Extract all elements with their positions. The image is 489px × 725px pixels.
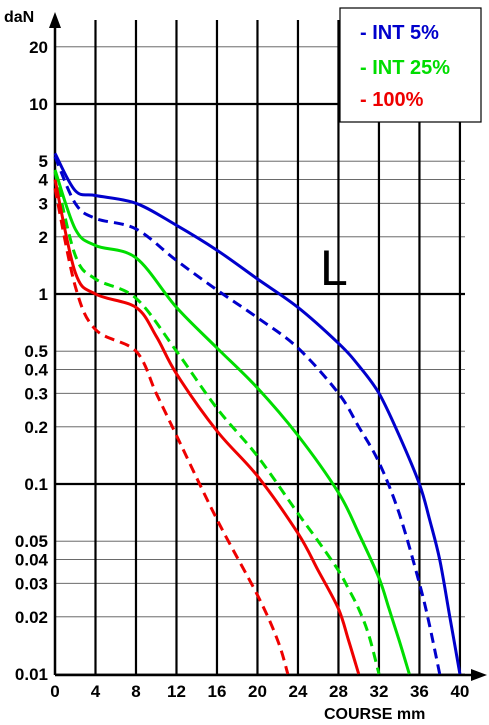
legend: - INT 5% - INT 25% - 100% [339, 7, 482, 123]
x-tick-label-4: 16 [208, 682, 227, 701]
y-tick-label-6: 1 [39, 285, 48, 304]
y-tick-label-12: 0.05 [15, 532, 48, 551]
y-tick-label-7: 0.5 [24, 342, 48, 361]
series-line-2 [53, 169, 411, 675]
x-tick-label-8: 32 [369, 682, 388, 701]
annotation-letter: L [320, 240, 348, 296]
series-line-3 [53, 171, 381, 675]
x-axis-label: COURSE mm [324, 706, 425, 723]
series-line-5 [53, 187, 290, 675]
x-tick-label-7: 28 [329, 682, 348, 701]
x-axis-arrow [471, 669, 487, 681]
legend-entry-1: - INT 25% [360, 57, 450, 79]
y-tick-label-4: 3 [39, 194, 48, 213]
y-tick-label-15: 0.02 [15, 608, 48, 627]
legend-box [339, 7, 482, 123]
y-tick-label-11: 0.1 [24, 475, 48, 494]
y-axis-arrow [49, 12, 61, 28]
y-tick-label-1: 10 [29, 95, 48, 114]
tick-labels: 2010543210.50.40.30.20.10.050.040.030.02… [15, 38, 469, 701]
legend-entry-2: - 100% [360, 89, 424, 111]
x-tick-label-0: 0 [50, 682, 59, 701]
axes [49, 12, 487, 681]
x-tick-label-5: 20 [248, 682, 267, 701]
y-axis-label: daN [4, 9, 34, 26]
y-tick-label-8: 0.4 [24, 361, 48, 380]
y-tick-label-2: 5 [39, 152, 48, 171]
y-tick-label-13: 0.04 [15, 551, 49, 570]
y-tick-label-9: 0.3 [24, 384, 48, 403]
series-line-1 [53, 155, 442, 675]
y-tick-label-0: 20 [29, 38, 48, 57]
series-line-0 [53, 152, 462, 675]
grid [55, 20, 465, 675]
x-tick-label-9: 36 [410, 682, 429, 701]
y-tick-label-10: 0.2 [24, 418, 48, 437]
series-line-4 [53, 179, 361, 675]
x-tick-label-2: 8 [131, 682, 140, 701]
y-tick-label-16: 0.01 [15, 665, 48, 684]
series-group [53, 152, 462, 675]
legend-entry-0: - INT 5% [360, 22, 439, 44]
y-tick-label-3: 4 [39, 171, 49, 190]
x-tick-label-3: 12 [167, 682, 186, 701]
x-tick-label-6: 24 [289, 682, 308, 701]
y-tick-label-14: 0.03 [15, 574, 48, 593]
y-tick-label-5: 2 [39, 228, 48, 247]
x-tick-label-10: 40 [450, 682, 469, 701]
x-tick-label-1: 4 [91, 682, 101, 701]
